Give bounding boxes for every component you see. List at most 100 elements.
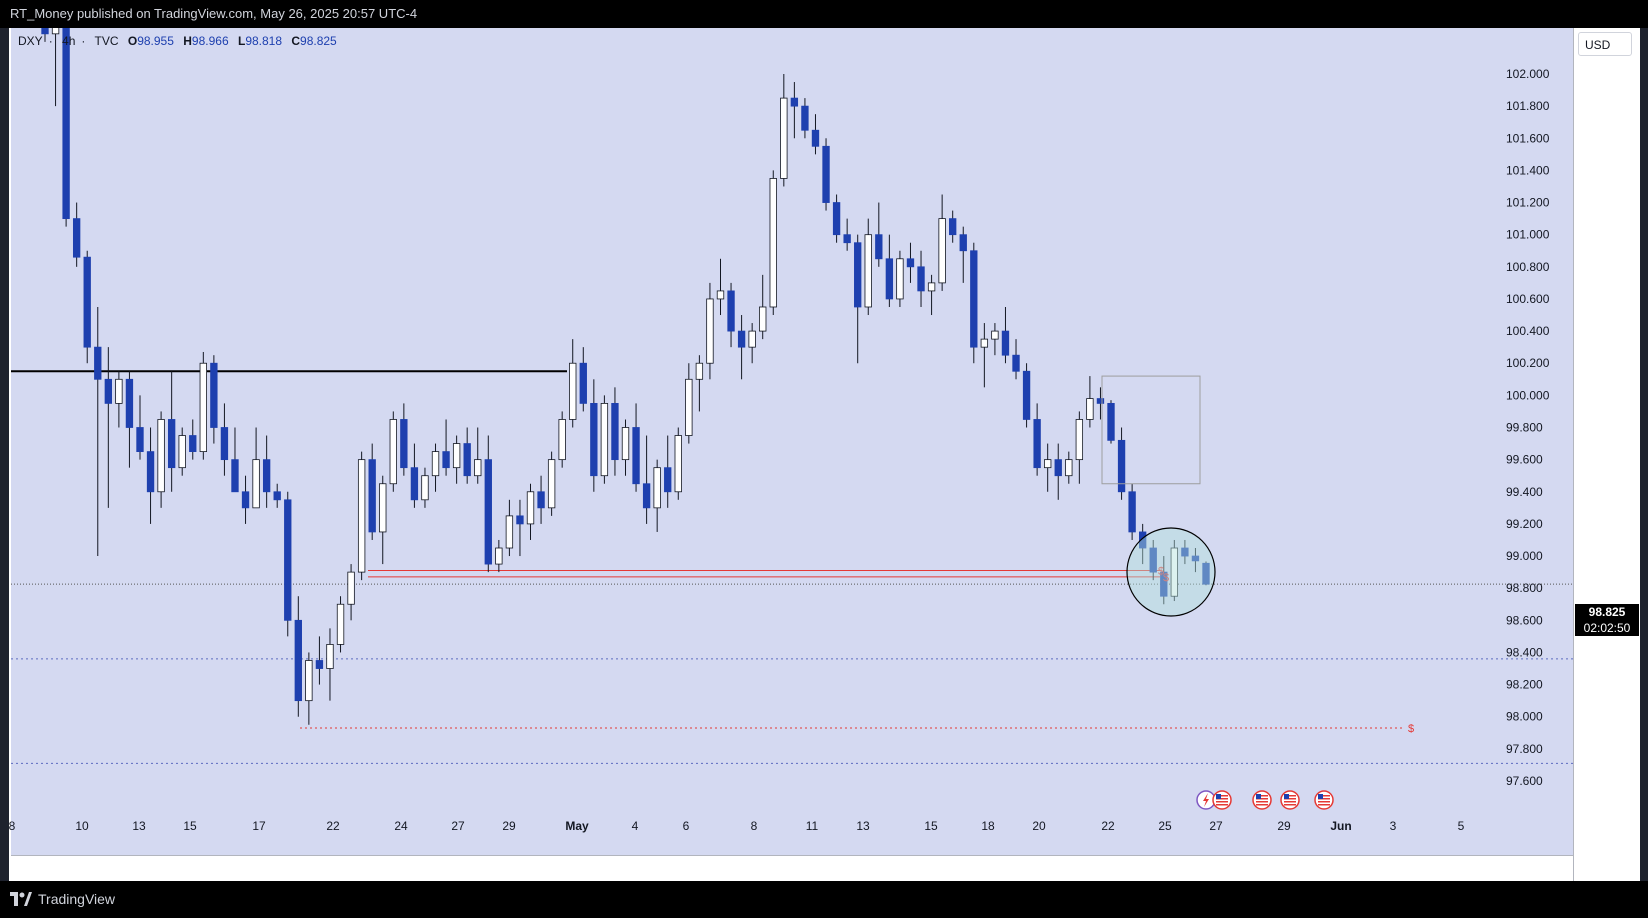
candle — [790, 82, 799, 139]
time-tick-label: 13 — [132, 819, 146, 833]
candle-body — [1170, 547, 1179, 597]
candle-body — [347, 571, 355, 605]
candle — [336, 596, 345, 653]
candle — [189, 419, 197, 460]
time-tick-label: 27 — [451, 819, 465, 833]
candle-body — [189, 435, 197, 453]
economic-events — [1196, 790, 1334, 810]
candle — [452, 435, 461, 484]
candle-body — [1096, 398, 1105, 404]
event-us-flag-icon[interactable] — [1280, 790, 1300, 810]
event-icon-ring — [1280, 790, 1300, 810]
tradingview-logo[interactable]: TradingView — [10, 891, 115, 907]
candle — [695, 355, 704, 412]
time-tick-label: 10 — [75, 819, 89, 833]
candle-body — [917, 266, 925, 292]
chart-plot-area[interactable] — [11, 28, 1573, 881]
candle — [389, 411, 397, 492]
price-tick-label: 102.000 — [1506, 67, 1550, 81]
time-tick-label: 25 — [1158, 819, 1172, 833]
candle-body — [790, 97, 799, 107]
candle — [843, 218, 851, 251]
candle — [136, 395, 144, 460]
flag-canton — [1216, 794, 1221, 799]
candle — [1107, 400, 1115, 444]
candle-body — [759, 306, 767, 332]
flag-stripe — [1318, 795, 1330, 797]
flag-stripe — [1318, 804, 1330, 806]
time-tick-label: 15 — [183, 819, 197, 833]
candle-body — [262, 459, 271, 493]
event-us-flag-icon[interactable] — [1212, 790, 1232, 810]
candle-body — [1022, 370, 1031, 420]
candle — [1044, 443, 1052, 492]
candle — [347, 564, 355, 621]
candle-body — [547, 459, 556, 509]
flag-stripe — [1284, 795, 1296, 797]
last-price-tag: 98.825 02:02:50 — [1575, 604, 1639, 636]
candle — [51, 28, 60, 107]
candle — [896, 250, 904, 307]
candle-body — [927, 282, 936, 292]
candle — [1202, 561, 1210, 586]
legend-sep: · — [81, 34, 86, 48]
candle — [674, 427, 682, 500]
candle-body — [526, 491, 535, 525]
candle — [875, 202, 883, 267]
candle-body — [389, 419, 397, 485]
candle-body — [1202, 562, 1210, 585]
candle — [716, 258, 725, 316]
bar-countdown: 02:02:50 — [1583, 621, 1631, 635]
currency-selector[interactable]: USD — [1578, 32, 1632, 56]
candle-body — [1012, 354, 1020, 372]
event-us-flag-icon[interactable] — [1314, 790, 1334, 810]
candle — [178, 427, 186, 476]
candle-body — [621, 427, 630, 461]
candle-body — [199, 362, 207, 453]
event-us-flag-icon[interactable] — [1252, 790, 1272, 810]
flag-stripe — [1284, 798, 1296, 800]
candle-body — [664, 467, 672, 493]
candle — [410, 443, 419, 508]
candle-body — [273, 491, 281, 501]
candle — [590, 379, 598, 492]
candle-body — [674, 435, 682, 493]
candle-body — [896, 258, 904, 300]
candle-body — [210, 362, 218, 428]
time-tick-label: 22 — [326, 819, 340, 833]
ohlc-high: H98.966 — [183, 34, 228, 48]
candle-body — [357, 459, 366, 573]
candle — [199, 351, 207, 460]
candle — [72, 202, 81, 267]
price-tick-label: 100.600 — [1506, 292, 1550, 306]
candle-body — [421, 475, 429, 501]
candle — [558, 411, 566, 468]
candle-body — [1044, 459, 1052, 469]
candle-body — [41, 28, 49, 35]
candle-body — [1181, 547, 1189, 557]
tradingview-logo-icon — [10, 892, 32, 906]
ohlc-close: C98.825 — [291, 34, 336, 48]
candle — [1117, 427, 1126, 500]
candle — [1191, 548, 1200, 573]
candle-body — [906, 258, 915, 268]
flag-stripe — [1256, 801, 1268, 803]
candle — [1022, 363, 1031, 428]
candle — [94, 306, 102, 557]
candle-body — [537, 491, 545, 509]
candle — [642, 435, 651, 524]
candle-body — [452, 443, 461, 469]
candle — [959, 226, 967, 283]
candle-body — [875, 234, 883, 260]
highlight-circle — [1126, 527, 1216, 617]
symbol-legend[interactable]: DXY · 4h · TVC O98.955 H98.966 L98.818 C98… — [18, 34, 343, 48]
candle — [241, 475, 250, 524]
candle — [864, 218, 872, 316]
time-axis[interactable] — [11, 855, 1573, 882]
candle-body — [780, 97, 788, 179]
flag-canton — [1256, 794, 1261, 799]
high-value: 98.966 — [191, 34, 229, 48]
price-axis[interactable] — [1573, 28, 1640, 881]
candle-body — [769, 178, 777, 308]
